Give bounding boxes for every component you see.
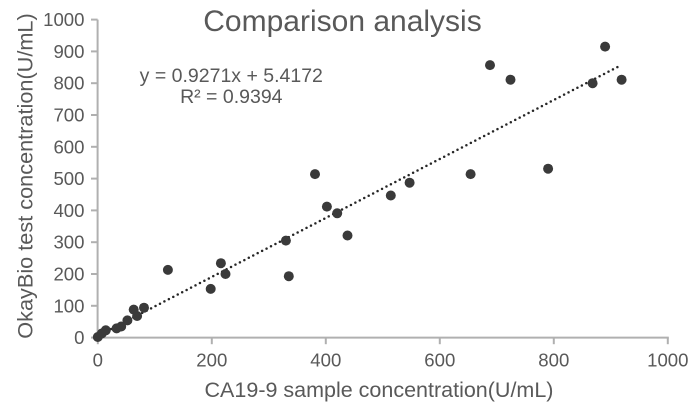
svg-text:800: 800 — [538, 350, 569, 371]
svg-text:600: 600 — [424, 350, 455, 371]
svg-text:R² = 0.9394: R² = 0.9394 — [180, 86, 283, 108]
svg-text:700: 700 — [53, 105, 84, 126]
svg-text:0: 0 — [74, 327, 84, 348]
svg-text:1000: 1000 — [647, 350, 688, 371]
svg-text:200: 200 — [53, 264, 84, 285]
svg-text:300: 300 — [53, 232, 84, 253]
svg-text:Comparison analysis: Comparison analysis — [203, 5, 481, 38]
svg-text:1000: 1000 — [43, 9, 84, 30]
svg-text:800: 800 — [53, 73, 84, 94]
svg-text:CA19-9 sample concentration(U/: CA19-9 sample concentration(U/mL) — [205, 378, 554, 402]
svg-text:100: 100 — [53, 295, 84, 316]
svg-text:600: 600 — [53, 136, 84, 157]
svg-text:900: 900 — [53, 41, 84, 62]
svg-text:y = 0.9271x + 5.4172: y = 0.9271x + 5.4172 — [140, 65, 323, 87]
svg-text:400: 400 — [310, 350, 341, 371]
svg-text:500: 500 — [53, 168, 84, 189]
svg-text:200: 200 — [196, 350, 227, 371]
svg-text:OkayBio test concentration(U/m: OkayBio test concentration(U/mL) — [13, 13, 38, 338]
svg-text:0: 0 — [93, 350, 103, 371]
svg-text:400: 400 — [53, 200, 84, 221]
